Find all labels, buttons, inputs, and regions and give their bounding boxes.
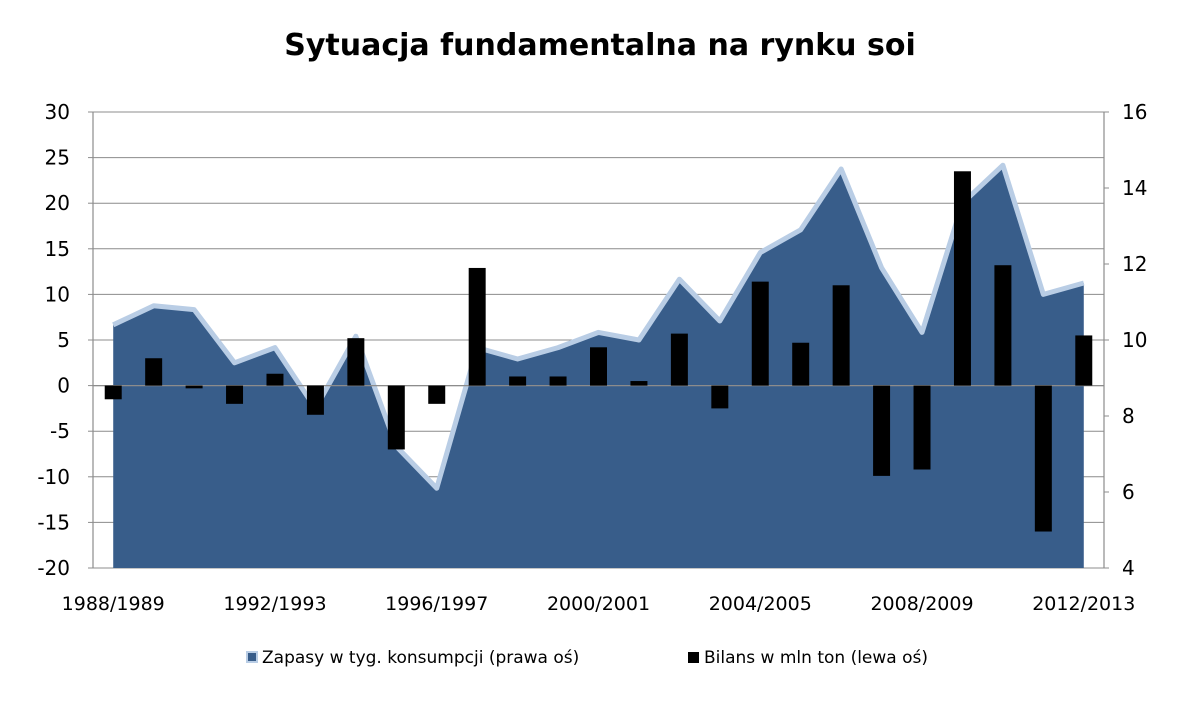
x-tick-label: 2012/2013 bbox=[1032, 593, 1135, 615]
bar-1997/1998 bbox=[468, 267, 486, 386]
x-tick-label: 1992/1993 bbox=[223, 593, 326, 615]
left-tick-label: -5 bbox=[50, 419, 70, 443]
left-tick-label: 30 bbox=[45, 100, 70, 124]
bar-2007/2008 bbox=[873, 385, 891, 476]
right-tick-label: 16 bbox=[1122, 100, 1147, 124]
bar-2002/2003 bbox=[670, 333, 688, 386]
area-outline bbox=[112, 162, 1085, 491]
legend-bar-label: Bilans w mln ton (lewa oś) bbox=[704, 648, 928, 668]
bar-1988/1989 bbox=[104, 385, 122, 400]
legend-bar-swatch bbox=[688, 652, 699, 663]
legend-area-swatch bbox=[246, 651, 258, 663]
bar-1998/1999 bbox=[509, 376, 527, 386]
x-tick-label: 1988/1989 bbox=[62, 593, 165, 615]
bar-series bbox=[93, 171, 1104, 532]
bar-2011/2012 bbox=[1034, 385, 1052, 532]
bar-1994/1995 bbox=[347, 338, 365, 386]
bar-2008/2009 bbox=[913, 385, 931, 470]
left-tick-label: 20 bbox=[45, 191, 70, 215]
axes: 30 25 20 15 10 5 0 -5 -10 -15 -20 16 14 12 10 8 6 4 1988/1… bbox=[37, 100, 1147, 615]
legend: Zapasy w tyg. konsumpcji (prawa oś) Bila… bbox=[246, 648, 928, 668]
right-tick-label: 12 bbox=[1122, 252, 1147, 276]
x-tick-label: 1996/1997 bbox=[385, 593, 488, 615]
legend-area-label: Zapasy w tyg. konsumpcji (prawa oś) bbox=[262, 648, 579, 668]
bar-1992/1993 bbox=[266, 373, 284, 386]
x-tick-label: 2008/2009 bbox=[870, 593, 973, 615]
right-tick-label: 8 bbox=[1122, 404, 1135, 428]
bar-2005/2006 bbox=[792, 342, 810, 386]
right-tick-label: 14 bbox=[1122, 176, 1147, 200]
chart-title: Sytuacja fundamentalna na rynku soi bbox=[284, 28, 916, 63]
left-tick-label: -20 bbox=[37, 556, 70, 580]
left-tick-label: 0 bbox=[57, 374, 70, 398]
bar-1993/1994 bbox=[306, 385, 324, 415]
bar-1999/2000 bbox=[549, 376, 567, 386]
bar-2003/2004 bbox=[711, 385, 729, 409]
left-tick-label: 5 bbox=[57, 328, 70, 352]
left-tick-label: 15 bbox=[45, 237, 70, 261]
bar-2006/2007 bbox=[832, 285, 850, 386]
bar-2010/2011 bbox=[994, 265, 1012, 386]
bar-2012/2013 bbox=[1075, 335, 1093, 386]
bar-2001/2002 bbox=[630, 381, 648, 386]
left-tick-label: 25 bbox=[45, 146, 70, 170]
bar-1991/1992 bbox=[226, 385, 244, 404]
left-tick-label: -15 bbox=[37, 510, 70, 534]
left-tick-label: -10 bbox=[37, 465, 70, 489]
left-tick-label: 10 bbox=[45, 282, 70, 306]
bar-1995/1996 bbox=[387, 385, 405, 450]
bar-2009/2010 bbox=[953, 171, 971, 386]
x-tick-label: 2004/2005 bbox=[709, 593, 812, 615]
right-tick-label: 6 bbox=[1122, 480, 1135, 504]
x-tick-label: 2000/2001 bbox=[547, 593, 650, 615]
right-tick-label: 10 bbox=[1122, 328, 1147, 352]
right-tick-label: 4 bbox=[1122, 556, 1135, 580]
bar-1989/1990 bbox=[145, 358, 163, 386]
bar-2004/2005 bbox=[751, 281, 769, 386]
bar-1996/1997 bbox=[428, 385, 446, 404]
bar-1990/1991 bbox=[185, 385, 203, 389]
bar-2000/2001 bbox=[590, 347, 607, 386]
